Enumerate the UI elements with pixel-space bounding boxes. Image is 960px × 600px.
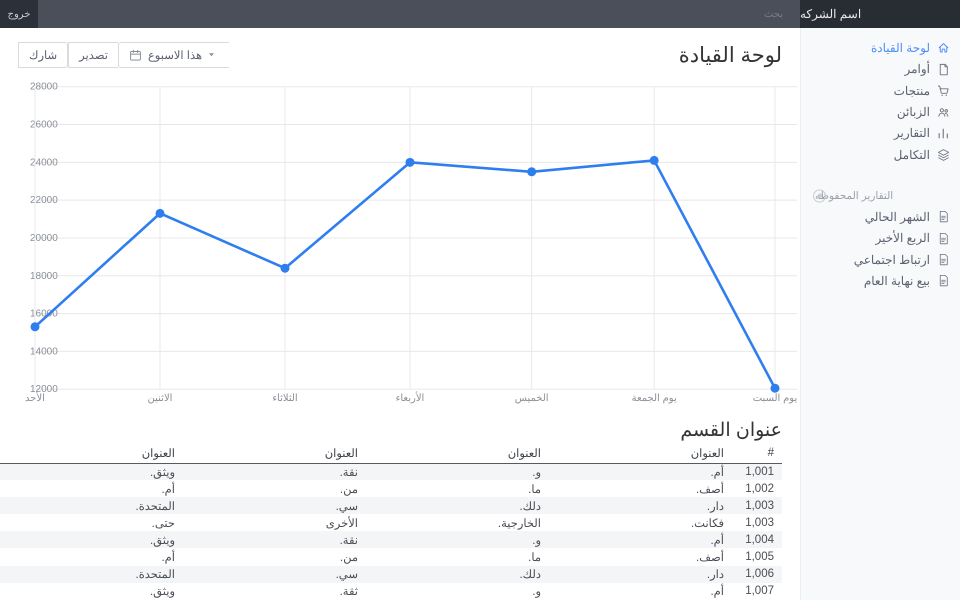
svg-text:يوم الجمعة: يوم الجمعة bbox=[632, 393, 677, 404]
svg-text:22000: 22000 bbox=[30, 195, 58, 206]
svg-text:18000: 18000 bbox=[30, 271, 58, 282]
svg-text:26000: 26000 bbox=[30, 120, 58, 131]
svg-text:الأحد: الأحد bbox=[25, 392, 45, 404]
svg-text:28000: 28000 bbox=[30, 82, 58, 93]
svg-text:الاثنين: الاثنين bbox=[148, 393, 173, 404]
svg-text:الثلاثاء: الثلاثاء bbox=[272, 393, 297, 404]
svg-text:يوم السبت: يوم السبت bbox=[753, 393, 798, 404]
svg-text:الخميس: الخميس bbox=[515, 393, 549, 404]
svg-text:24000: 24000 bbox=[30, 157, 58, 168]
svg-text:20000: 20000 bbox=[30, 233, 58, 244]
svg-text:الأربعاء: الأربعاء bbox=[396, 392, 425, 404]
svg-text:14000: 14000 bbox=[30, 346, 58, 357]
